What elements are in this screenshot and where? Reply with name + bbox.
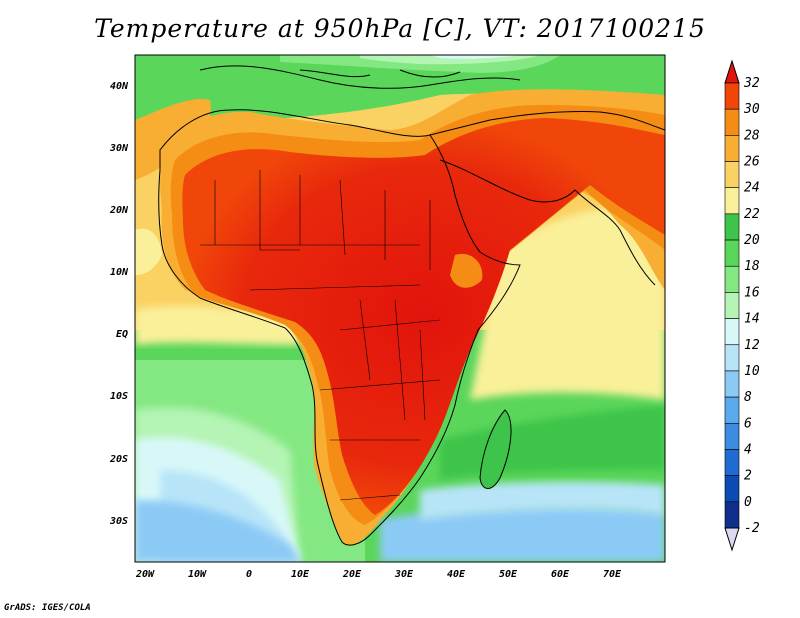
colorbar-segment: [724, 161, 740, 189]
colorbar-segment: [724, 475, 740, 503]
colorbar-top-arrow: [724, 59, 740, 84]
lon-label: 40E: [447, 569, 466, 580]
colorbar-bottom-arrow: [724, 527, 740, 552]
colorbar-segment: [724, 239, 740, 267]
lat-label: EQ: [116, 329, 128, 340]
page-title: Temperature at 950hPa [C], VT: 201710021…: [94, 14, 706, 43]
country-borders: [200, 170, 441, 501]
lat-label: 30S: [109, 516, 128, 527]
colorbar-segment: [724, 265, 740, 293]
colorbar-label: 30: [743, 102, 760, 117]
colorbar-label: 16: [744, 285, 760, 300]
colorbar-segment: [724, 318, 740, 346]
colorbar-segment: [724, 501, 740, 529]
lat-label: 30N: [109, 143, 129, 154]
colorbar-label: 8: [744, 390, 752, 405]
colorbar-label: 28: [744, 128, 760, 143]
lon-label: 30E: [394, 569, 414, 580]
colorbar-segment: [724, 213, 740, 241]
colorbar-label: 32: [743, 76, 760, 91]
lat-label: 10N: [110, 267, 129, 278]
lon-label: 60E: [551, 569, 570, 580]
lat-axis-labels: 40N 30N 20N 10N EQ 10S 20S 30S: [109, 81, 129, 527]
lon-label: 50E: [499, 569, 518, 580]
credit-label: GrADS: IGES/COLA: [4, 603, 91, 613]
colorbar-segment: [724, 344, 740, 372]
colorbar-segment: [724, 108, 740, 136]
lat-label: 40N: [110, 81, 129, 92]
colorbar-label: 4: [744, 442, 752, 457]
colorbar-label: 10: [744, 364, 760, 379]
colorbar-segment: [724, 82, 740, 110]
colorbar-segment: [724, 292, 740, 319]
colorbar-label: 26: [744, 155, 760, 170]
lon-label: 10W: [188, 569, 207, 580]
coastlines: [158, 65, 665, 546]
colorbar-label: 6: [744, 416, 752, 431]
lon-axis-labels: 20W 10W 0 10E 20E 30E 40E 50E 60E 70E: [135, 569, 622, 580]
colorbar-segment: [724, 370, 740, 398]
lon-label: 10E: [291, 569, 310, 580]
map-area: [135, 55, 665, 562]
colorbar-label: 14: [744, 312, 760, 327]
lat-label: 10S: [110, 391, 128, 402]
colorbar-label: 12: [744, 338, 760, 353]
lon-label: 20W: [135, 569, 155, 580]
lat-label: 20N: [109, 205, 129, 216]
colorbar-segment: [724, 422, 740, 450]
lon-label: 0: [246, 569, 252, 580]
colorbar-label: 20: [744, 233, 760, 248]
colorbar-segment: [724, 396, 740, 424]
map-frame: [134, 54, 666, 563]
colorbar-label: 18: [744, 259, 760, 274]
colorbar-segment: [724, 135, 740, 162]
lon-label: 70E: [603, 569, 622, 580]
colorbar-label: 22: [744, 207, 760, 222]
lat-label: 20S: [109, 454, 128, 465]
colorbar-label: 2: [744, 469, 752, 484]
lon-label: 20E: [342, 569, 362, 580]
colorbar-label: -2: [744, 521, 760, 536]
colorbar-segment: [724, 187, 740, 215]
colorbar-label: 0: [744, 495, 752, 510]
colorbar-label: 24: [744, 181, 760, 196]
colorbar-segment: [724, 449, 740, 476]
